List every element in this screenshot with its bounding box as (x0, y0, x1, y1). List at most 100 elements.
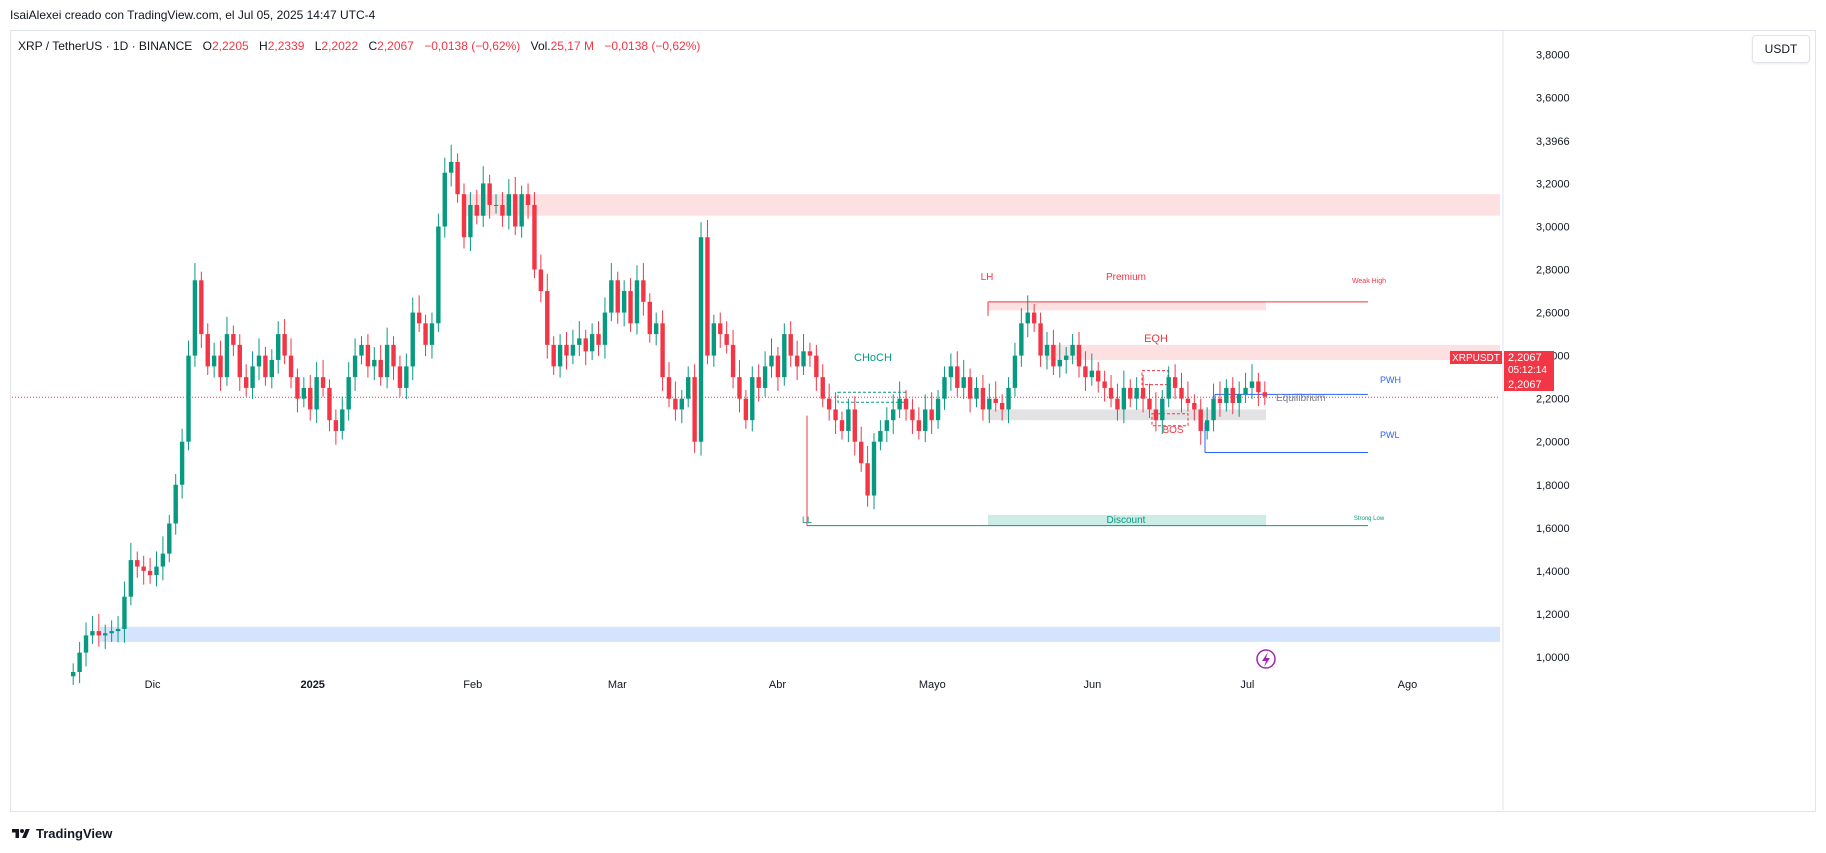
candle-body (1031, 312, 1037, 324)
candle-body (871, 441, 877, 496)
candle-body (1185, 398, 1191, 403)
equilibrium-label: Equilibrium (1276, 393, 1325, 404)
candle-body (506, 194, 512, 216)
candle-body (948, 366, 954, 378)
symbol-name[interactable]: XRP / TetherUS · 1D · BINANCE (18, 39, 193, 53)
candle-body (96, 631, 102, 636)
candle-body (698, 237, 704, 442)
candle-body (692, 377, 697, 442)
y-tick-label: 1,8000 (1536, 480, 1570, 492)
candle-body (122, 596, 127, 629)
candle-body (1051, 344, 1056, 367)
candle-body (1025, 312, 1030, 324)
eqh-box (1141, 370, 1169, 386)
open-value: 2,2205 (211, 39, 249, 53)
bos-label: BOS (1162, 425, 1183, 436)
x-tick-label: Mar (608, 679, 627, 691)
candle-body (1172, 377, 1178, 388)
candle-body (557, 344, 563, 367)
y-tick-label: 2,2000 (1536, 394, 1570, 406)
candle-body (1006, 387, 1011, 410)
candle-body (1102, 381, 1107, 388)
candle-body (493, 204, 499, 206)
candle-body (500, 204, 505, 216)
candle-body (205, 334, 210, 367)
candle-body (1089, 370, 1095, 378)
candle-body (666, 377, 672, 399)
y-tick-label: 2,8000 (1536, 265, 1570, 277)
candle-body (1134, 387, 1139, 399)
y-tick-label: 3,6000 (1536, 92, 1570, 104)
candle-body (551, 344, 556, 367)
candle-body (820, 377, 825, 399)
high-label: H (259, 39, 268, 53)
candle-body (814, 355, 819, 378)
candle-body (141, 566, 146, 571)
candle-body (718, 323, 723, 335)
candle-body (589, 334, 595, 352)
candle-body (916, 420, 922, 431)
candle-body (570, 344, 576, 356)
lightning-icon (1256, 649, 1276, 669)
candle-body (103, 633, 108, 636)
candle-body (833, 409, 838, 421)
price-tag-bg (1504, 351, 1554, 391)
candle-body (653, 323, 659, 335)
candle-body (1217, 398, 1223, 403)
candle-body (269, 359, 275, 378)
candle-body (1262, 392, 1267, 397)
ll-label: LL (802, 515, 812, 525)
low-value: 2,2022 (321, 39, 359, 53)
close-label: C (368, 39, 378, 53)
candle-body (743, 398, 749, 421)
candle-body (782, 334, 787, 378)
y-tick-label: 3,3966 (1536, 136, 1570, 148)
candle-body (135, 560, 140, 567)
close-value: 2,2067 (377, 39, 414, 53)
candle-body (801, 351, 806, 367)
candle-body (596, 334, 601, 345)
y-tick-label: 2,0000 (1536, 437, 1570, 449)
x-tick-label: Mayo (919, 679, 946, 691)
choch-label: CHoCH (854, 352, 892, 364)
candle-body (1236, 394, 1242, 403)
premium-label: Premium (1106, 272, 1146, 283)
candle-body (83, 635, 89, 653)
candle-body (448, 161, 454, 173)
candle-body (807, 351, 813, 356)
candle-body (1249, 381, 1255, 388)
candle-body (737, 377, 742, 399)
candle-body (282, 334, 287, 356)
bos-box (1151, 413, 1189, 427)
candle-body (1211, 398, 1216, 421)
x-tick-label: Ago (1398, 679, 1418, 691)
candle-body (461, 194, 467, 238)
candle-body (1153, 409, 1159, 421)
candle-body (1230, 387, 1235, 403)
y-tick-label: 3,2000 (1536, 178, 1570, 190)
candle-body (660, 323, 665, 378)
candle-body (429, 323, 435, 345)
candle-body (1198, 409, 1203, 431)
candle-body (455, 161, 460, 195)
candle-body (1160, 398, 1165, 421)
candle-body (263, 355, 268, 378)
candle-body (961, 377, 966, 388)
candle-body (365, 344, 371, 367)
candle-body (224, 334, 230, 378)
candle-body (1076, 344, 1082, 367)
candle-body (481, 183, 486, 216)
symbol-tag-bg (1450, 351, 1502, 364)
candle-body (1224, 387, 1229, 403)
candle-body (71, 672, 76, 677)
candle-body (372, 359, 377, 367)
candle-body (160, 553, 166, 567)
candle-body (404, 366, 409, 388)
tradingview-footer[interactable]: TradingView (10, 826, 112, 841)
candle-body (538, 269, 544, 292)
candle-body (378, 359, 383, 378)
candle-body (442, 172, 447, 227)
candle-body (525, 194, 531, 205)
currency-button[interactable]: USDT (1752, 35, 1810, 63)
